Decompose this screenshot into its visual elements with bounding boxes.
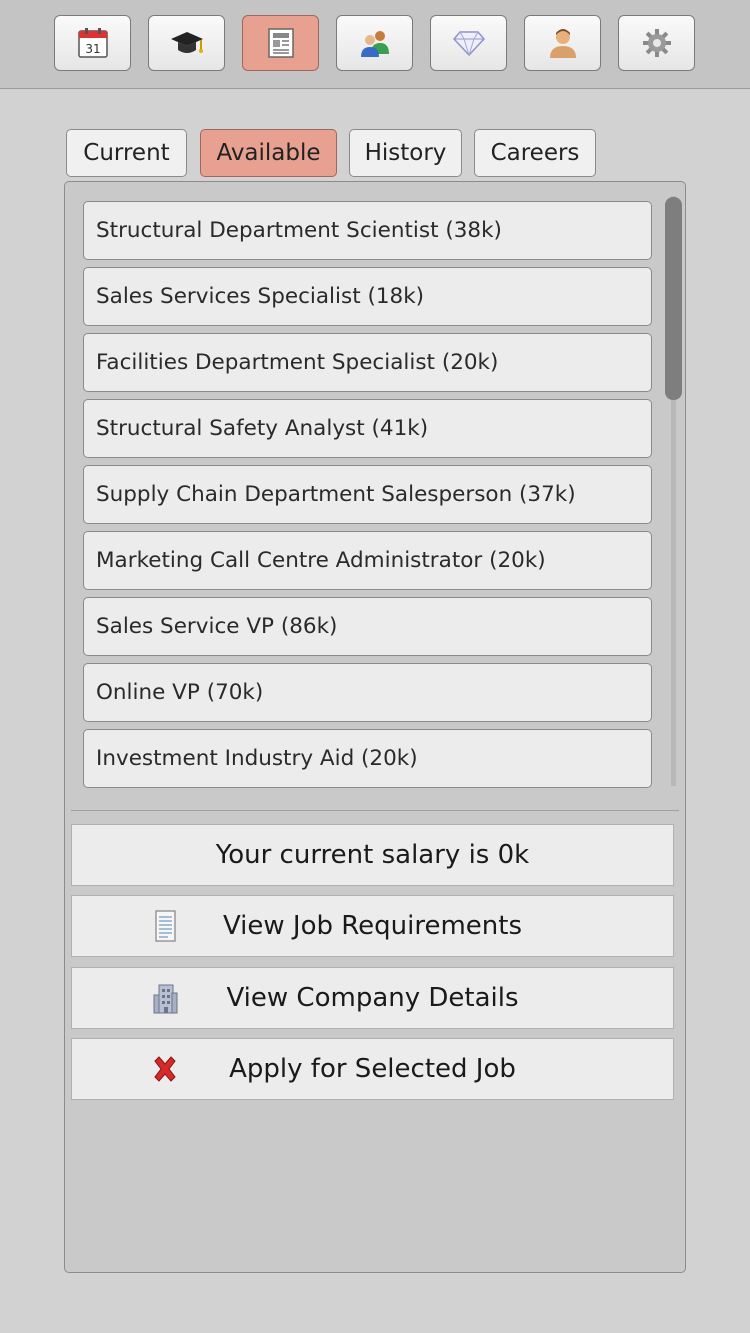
relationships-button[interactable] — [336, 15, 413, 71]
job-list-item[interactable]: Marketing Call Centre Administrator (20k… — [83, 531, 652, 590]
view-company-details-button[interactable]: View Company Details — [71, 967, 674, 1029]
scrollbar-track[interactable] — [671, 196, 676, 786]
tab-history[interactable]: History — [349, 129, 462, 177]
top-toolbar: 31 — [0, 0, 750, 89]
document-icon — [155, 910, 176, 942]
tab-careers[interactable]: Careers — [474, 129, 596, 177]
apply-for-selected-job-label: Apply for Selected Job — [229, 1054, 516, 1084]
view-job-requirements-button[interactable]: View Job Requirements — [71, 895, 674, 957]
tab-available[interactable]: Available — [200, 129, 337, 177]
building-icon — [153, 984, 178, 1014]
settings-button[interactable] — [618, 15, 695, 71]
gear-icon — [642, 29, 671, 57]
job-list-item[interactable]: Supply Chain Department Salesperson (37k… — [83, 465, 652, 524]
divider — [71, 810, 679, 811]
jobs-button[interactable] — [242, 15, 319, 71]
job-list-item[interactable]: Online VP (70k) — [83, 663, 652, 722]
newspaper-icon — [267, 28, 294, 58]
svg-text:31: 31 — [85, 42, 100, 56]
education-button[interactable] — [148, 15, 225, 71]
tab-current[interactable]: Current — [66, 129, 187, 177]
job-list-item[interactable]: Structural Department Scientist (38k) — [83, 201, 652, 260]
apply-for-selected-job-button[interactable]: Apply for Selected Job — [71, 1038, 674, 1100]
job-list-item[interactable]: Investment Industry Aid (20k) — [83, 729, 652, 788]
salary-display: Your current salary is 0k — [71, 824, 674, 886]
graduation-cap-icon — [170, 32, 203, 53]
assets-button[interactable] — [430, 15, 507, 71]
profile-button[interactable] — [524, 15, 601, 71]
jobs-panel: Structural Department Scientist (38k) Sa… — [64, 181, 686, 1273]
calendar-icon: 31 — [77, 28, 108, 58]
scrollbar-thumb[interactable] — [665, 197, 682, 400]
job-list-item[interactable]: Structural Safety Analyst (41k) — [83, 399, 652, 458]
diamond-icon — [452, 31, 485, 57]
view-company-details-label: View Company Details — [226, 983, 519, 1013]
people-icon — [360, 31, 389, 57]
salary-text: Your current salary is 0k — [215, 840, 530, 870]
job-list-item[interactable]: Sales Services Specialist (18k) — [83, 267, 652, 326]
job-list-item[interactable]: Facilities Department Specialist (20k) — [83, 333, 652, 392]
person-icon — [549, 29, 576, 58]
calendar-button[interactable]: 31 — [54, 15, 131, 71]
job-list-item[interactable]: Sales Service VP (86k) — [83, 597, 652, 656]
view-job-requirements-label: View Job Requirements — [222, 911, 523, 941]
close-x-icon — [154, 1056, 176, 1082]
job-list: Structural Department Scientist (38k) Sa… — [65, 182, 685, 796]
